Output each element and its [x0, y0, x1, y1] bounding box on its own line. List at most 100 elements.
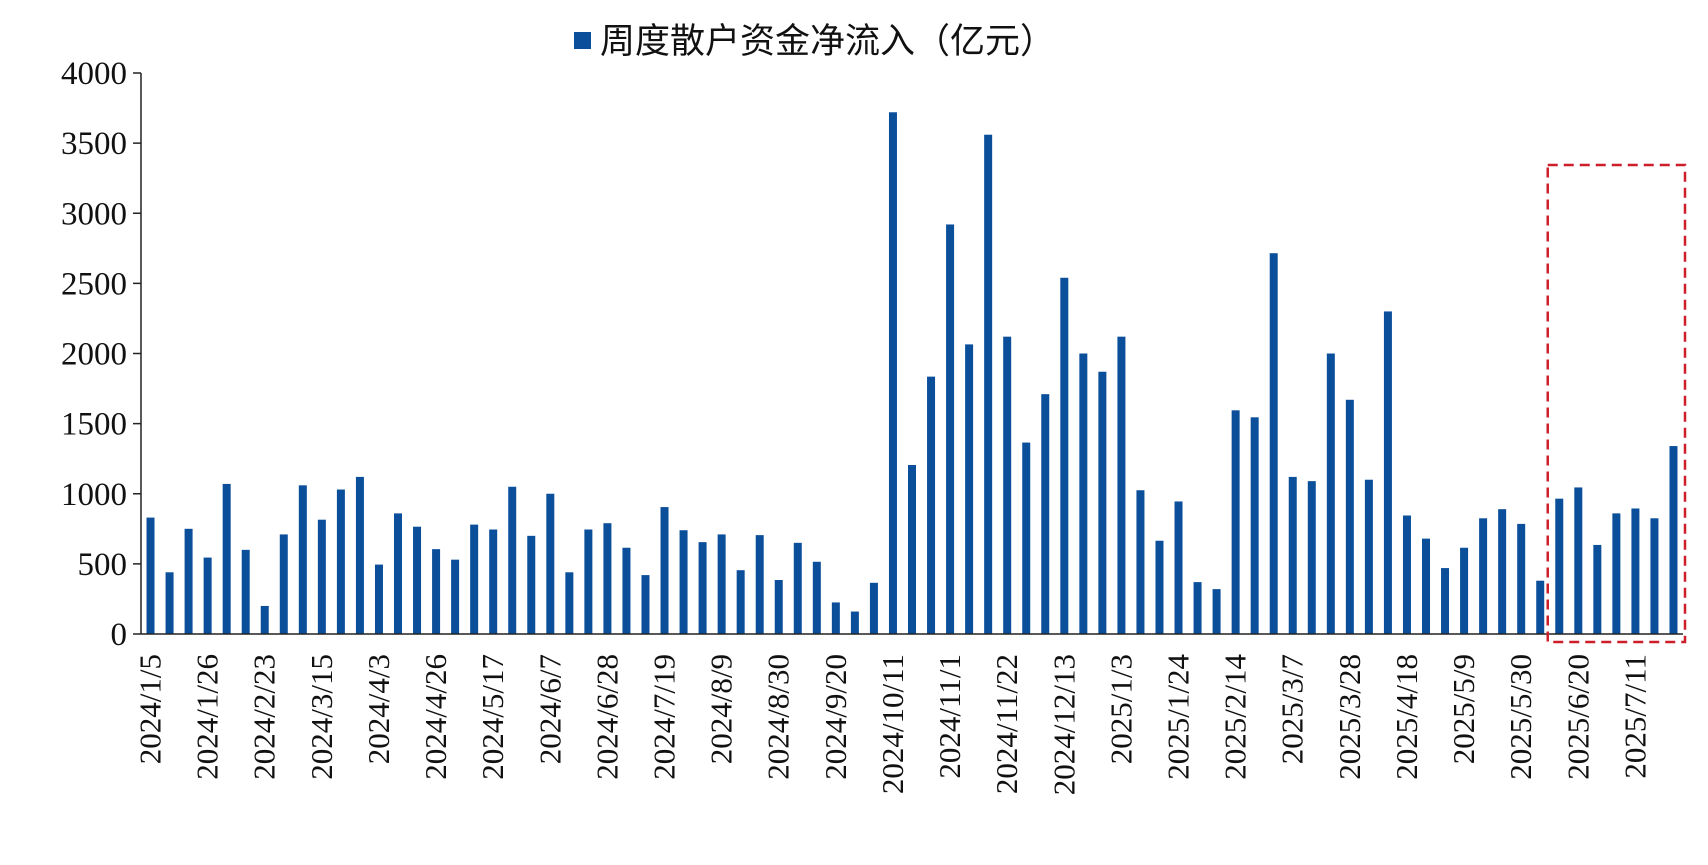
bar: [546, 493, 555, 634]
x-tick-label: 2024/6/7: [532, 654, 567, 764]
bar: [317, 519, 326, 634]
bar: [1402, 515, 1411, 634]
bar: [888, 112, 897, 634]
x-tick-label: 2025/7/11: [1617, 654, 1652, 779]
y-tick-label: 0: [111, 617, 128, 653]
bar: [812, 561, 821, 634]
bar: [1022, 442, 1031, 634]
x-tick-label: 2024/3/15: [304, 654, 339, 780]
bar: [1498, 509, 1507, 634]
bar: [1003, 336, 1012, 634]
bar: [184, 528, 193, 634]
bar: [241, 549, 250, 634]
bar: [489, 529, 498, 634]
bar: [1136, 490, 1145, 634]
x-tick-label: 2024/1/5: [133, 654, 168, 764]
bar: [1612, 513, 1621, 634]
bar: [622, 547, 631, 634]
bar: [774, 580, 783, 634]
bar: [432, 549, 441, 634]
bar: [1555, 498, 1564, 634]
bar: [336, 489, 345, 634]
y-tick-label: 2000: [61, 337, 127, 373]
bar: [1345, 399, 1354, 634]
bar: [355, 476, 364, 634]
bar: [1098, 371, 1107, 634]
legend-label: 周度散户资金净流入（亿元）: [600, 22, 1055, 62]
bar: [1212, 589, 1221, 634]
bar: [736, 570, 745, 634]
x-tick-label: 2024/7/19: [647, 654, 682, 780]
bar: [946, 224, 955, 634]
bar: [1250, 417, 1259, 634]
bar: [1117, 336, 1126, 634]
bar: [1269, 253, 1278, 634]
bar: [660, 507, 669, 634]
bar: [203, 557, 212, 634]
bar: [793, 542, 802, 634]
bar: [565, 572, 574, 634]
bar: [1155, 540, 1164, 634]
bar: [755, 535, 764, 634]
x-tick-label: 2025/3/28: [1332, 654, 1367, 780]
bar: [260, 605, 269, 634]
bar: [165, 572, 174, 634]
x-tick-label: 2024/4/26: [418, 654, 453, 780]
bar: [1536, 580, 1545, 634]
bar: [1288, 476, 1297, 634]
y-tick-label: 2500: [61, 266, 127, 302]
x-tick-label: 2025/5/30: [1503, 654, 1538, 780]
bar: [1079, 353, 1088, 634]
bar: [1479, 518, 1488, 634]
bar: [374, 564, 383, 634]
x-tick-label: 2024/8/9: [704, 654, 739, 764]
bar: [641, 575, 650, 634]
x-tick-label: 2024/2/23: [247, 654, 282, 780]
bar: [1307, 481, 1316, 634]
bar: [1517, 523, 1526, 634]
bar: [1460, 547, 1469, 634]
bar: [1174, 501, 1183, 634]
bar: [850, 611, 859, 634]
bar: [1669, 446, 1678, 634]
x-tick-label: 2024/6/28: [589, 654, 624, 780]
legend: 周度散户资金净流入（亿元）: [574, 22, 1055, 62]
bar: [1631, 508, 1640, 634]
x-tick-label: 2024/10/11: [875, 654, 910, 794]
x-tick-label: 2025/1/24: [1161, 654, 1196, 780]
bar: [527, 535, 536, 634]
y-tick-label: 3500: [61, 126, 127, 162]
y-axis: 0 500 1000 1500 2000 2500 3000 3500 4000: [61, 56, 142, 653]
bar: [1441, 568, 1450, 634]
bar: [908, 465, 916, 634]
bar: [298, 485, 307, 634]
bar: [1383, 311, 1392, 634]
bar: [603, 523, 612, 634]
bar: [1422, 538, 1430, 634]
y-tick-label: 1500: [61, 407, 127, 443]
bars: [146, 112, 1678, 634]
bar: [679, 530, 688, 634]
x-axis: 2024/1/5 2024/1/26 2024/2/23 2024/3/15 2024/…: [133, 633, 1683, 795]
bar: [394, 513, 402, 634]
x-tick-label: 2024/8/30: [761, 654, 796, 780]
x-tick-label: 2025/1/3: [1103, 654, 1138, 764]
bar: [584, 529, 593, 634]
legend-swatch: [574, 32, 591, 49]
bar: [869, 582, 878, 634]
bar: [1193, 582, 1202, 634]
bar: [1593, 544, 1602, 634]
bar: [1364, 479, 1373, 634]
bar: [146, 517, 155, 634]
y-tick-label: 4000: [61, 56, 127, 92]
bar: [1060, 277, 1069, 634]
highlight-box: [1546, 163, 1687, 644]
x-tick-label: 2025/6/20: [1560, 654, 1595, 780]
bar: [470, 524, 479, 634]
x-tick-label: 2024/11/1: [932, 654, 967, 779]
x-tick-label: 2025/3/7: [1275, 654, 1310, 764]
x-tick-label: 2024/9/20: [818, 654, 853, 780]
bar: [927, 376, 936, 634]
x-tick-label: 2025/4/18: [1389, 654, 1424, 780]
